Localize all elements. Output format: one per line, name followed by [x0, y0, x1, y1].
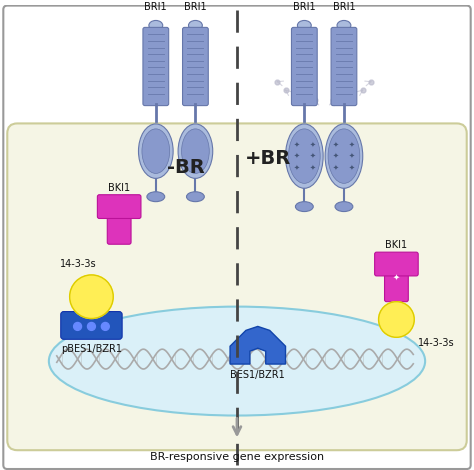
Text: BRI1: BRI1: [293, 1, 316, 12]
Text: BRI1: BRI1: [184, 1, 207, 12]
FancyBboxPatch shape: [292, 27, 317, 106]
FancyBboxPatch shape: [7, 124, 467, 450]
Text: ✦: ✦: [310, 153, 315, 159]
Text: ✦: ✦: [310, 165, 315, 171]
Text: BKI1: BKI1: [385, 240, 408, 250]
Text: ✦: ✦: [333, 165, 339, 171]
FancyBboxPatch shape: [143, 27, 169, 106]
Ellipse shape: [182, 129, 210, 173]
Text: 14-3-3s: 14-3-3s: [418, 338, 455, 348]
Ellipse shape: [178, 124, 213, 179]
Ellipse shape: [289, 129, 320, 183]
Ellipse shape: [189, 21, 202, 31]
Ellipse shape: [142, 129, 170, 173]
Text: +BR: +BR: [245, 149, 291, 168]
Circle shape: [73, 322, 82, 330]
Ellipse shape: [49, 306, 425, 415]
Ellipse shape: [325, 124, 363, 188]
FancyBboxPatch shape: [384, 270, 408, 302]
Ellipse shape: [328, 129, 360, 183]
Text: ✦: ✦: [349, 141, 355, 147]
Text: ✦: ✦: [293, 153, 300, 159]
Circle shape: [101, 322, 109, 330]
FancyBboxPatch shape: [374, 252, 418, 276]
Circle shape: [88, 322, 95, 330]
Text: -BR: -BR: [167, 158, 204, 178]
Ellipse shape: [285, 124, 323, 188]
Text: BRI1: BRI1: [145, 1, 167, 12]
Text: 14-3-3s: 14-3-3s: [60, 259, 96, 269]
Ellipse shape: [295, 202, 313, 212]
Text: ✦: ✦: [349, 153, 355, 159]
Ellipse shape: [337, 21, 351, 31]
FancyBboxPatch shape: [61, 312, 122, 339]
Text: ✦: ✦: [333, 141, 339, 147]
Polygon shape: [230, 327, 285, 364]
Text: ✦: ✦: [310, 141, 315, 147]
Ellipse shape: [138, 124, 173, 179]
Ellipse shape: [186, 192, 204, 202]
Circle shape: [70, 275, 113, 319]
Text: BES1/BZR1: BES1/BZR1: [230, 370, 285, 380]
Circle shape: [379, 302, 414, 337]
Ellipse shape: [149, 21, 163, 31]
Ellipse shape: [147, 192, 165, 202]
FancyBboxPatch shape: [182, 27, 208, 106]
Text: ✦: ✦: [349, 165, 355, 171]
Text: BKI1: BKI1: [108, 183, 130, 193]
Text: BRI1: BRI1: [333, 1, 355, 12]
FancyBboxPatch shape: [97, 195, 141, 219]
FancyBboxPatch shape: [3, 6, 471, 469]
Ellipse shape: [297, 21, 311, 31]
Text: BR-responsive gene expression: BR-responsive gene expression: [150, 452, 324, 462]
FancyBboxPatch shape: [107, 212, 131, 244]
Text: ✦: ✦: [293, 165, 300, 171]
Ellipse shape: [335, 202, 353, 212]
Text: ✦: ✦: [293, 141, 300, 147]
Text: ✦: ✦: [333, 153, 339, 159]
Text: pBES1/BZR1: pBES1/BZR1: [61, 344, 122, 354]
FancyBboxPatch shape: [331, 27, 357, 106]
Text: ✦: ✦: [393, 273, 400, 282]
